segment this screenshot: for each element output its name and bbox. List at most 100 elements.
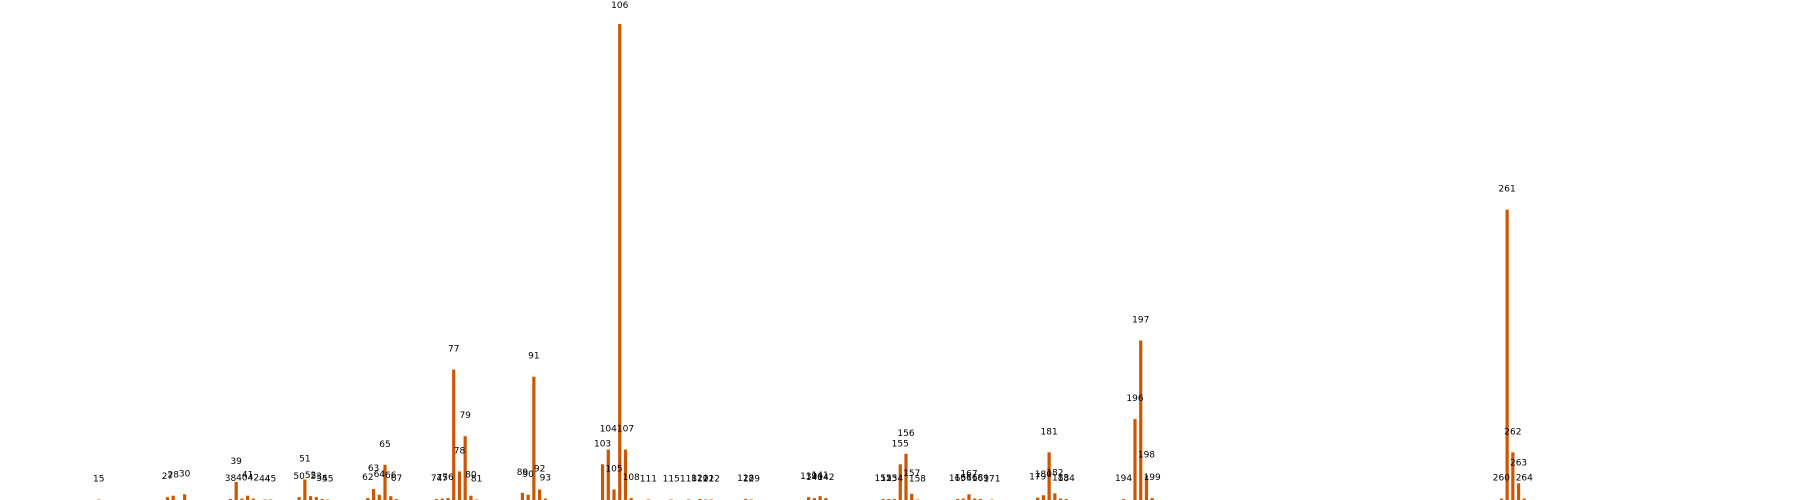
bar-93	[543, 498, 547, 500]
bar-label-105: 105	[605, 465, 622, 475]
bar-label-55: 55	[322, 475, 333, 485]
bar-label-75: 75	[437, 474, 448, 484]
bar-66	[389, 496, 393, 500]
bar-label-89: 89	[517, 468, 529, 478]
bar-label-122: 122	[703, 475, 720, 485]
bar-89	[520, 492, 525, 500]
bar-197	[1139, 340, 1143, 500]
bar-79	[463, 436, 467, 500]
bar-label-52: 52	[305, 471, 316, 481]
bar-label-198: 198	[1138, 450, 1155, 460]
bar-label-179: 179	[1029, 473, 1046, 483]
bar-label-168: 168	[966, 474, 983, 484]
bar-263	[1516, 483, 1521, 500]
bar-label-44: 44	[259, 475, 271, 485]
bar-63	[371, 489, 376, 500]
bar-260	[1499, 498, 1503, 500]
bar-182	[1053, 493, 1057, 500]
bar-168	[973, 498, 977, 500]
bar-183	[1058, 498, 1063, 500]
bar-180	[1041, 495, 1045, 500]
bar-166	[961, 498, 965, 500]
bar-179	[1036, 497, 1040, 500]
bar-label-118: 118	[680, 475, 697, 485]
bar-label-50: 50	[293, 472, 305, 482]
bar-label-62: 62	[362, 473, 373, 483]
bar-label-80: 80	[465, 471, 477, 481]
bar-140	[812, 498, 816, 500]
bar-65	[383, 464, 387, 500]
bar-51	[303, 479, 307, 500]
bar-label-104: 104	[600, 425, 617, 435]
bar-142	[824, 498, 828, 500]
bar-78	[457, 471, 462, 500]
bar-label-45: 45	[265, 475, 276, 485]
bar-label-180: 180	[1035, 470, 1052, 480]
bar-104	[606, 449, 610, 500]
bar-181	[1047, 452, 1051, 500]
bar-label-51: 51	[299, 455, 310, 465]
bar-label-92: 92	[534, 465, 545, 475]
bar-label-181: 181	[1041, 427, 1058, 437]
bar-label-40: 40	[236, 474, 248, 484]
bar-30	[183, 494, 187, 500]
bar-label-121: 121	[697, 475, 714, 485]
bar-76	[446, 498, 450, 500]
bar-141	[818, 496, 822, 500]
bar-62	[366, 498, 370, 500]
bar-40	[240, 498, 244, 500]
bar-91	[532, 376, 536, 500]
bar-label-165: 165	[949, 474, 966, 484]
bar-label-106: 106	[611, 1, 628, 11]
bar-label-260: 260	[1493, 474, 1510, 484]
bar-label-76: 76	[442, 473, 454, 483]
bar-label-167: 167	[960, 469, 977, 479]
bar-label-90: 90	[522, 470, 534, 480]
bar-label-103: 103	[594, 439, 611, 449]
bar-label-141: 141	[812, 471, 829, 481]
bars-group	[97, 24, 1526, 500]
bar-label-67: 67	[391, 474, 402, 484]
bar-label-261: 261	[1499, 185, 1516, 195]
bar-199	[1150, 498, 1154, 500]
bar-label-197: 197	[1132, 316, 1149, 326]
bar-77	[452, 369, 456, 500]
bar-262	[1511, 452, 1515, 500]
bar-64	[377, 494, 381, 500]
bar-label-38: 38	[225, 474, 237, 484]
bar-label-264: 264	[1516, 474, 1533, 484]
bar-label-81: 81	[471, 475, 482, 485]
bar-label-155: 155	[892, 439, 909, 449]
bar-28	[171, 495, 175, 500]
bar-label-128: 128	[737, 474, 754, 484]
bar-105	[612, 489, 616, 500]
bar-label-107: 107	[617, 425, 634, 435]
bar-92	[538, 489, 542, 500]
bar-label-142: 142	[817, 473, 834, 483]
bar-label-139: 139	[800, 472, 817, 482]
bar-264	[1522, 498, 1526, 500]
bar-label-53: 53	[311, 472, 322, 482]
bar-label-182: 182	[1046, 468, 1063, 478]
bar-27	[165, 497, 170, 500]
bar-label-196: 196	[1126, 394, 1143, 404]
bar-label-39: 39	[230, 457, 242, 467]
bar-label-93: 93	[540, 474, 551, 484]
bar-label-166: 166	[955, 474, 972, 484]
bar-155	[898, 464, 902, 500]
bar-50	[297, 497, 301, 500]
bar-label-42: 42	[248, 474, 259, 484]
bar-label-154: 154	[886, 474, 903, 484]
bar-103	[600, 464, 605, 500]
bar-42	[251, 498, 255, 500]
bar-108	[629, 498, 633, 500]
bar-90	[526, 494, 530, 500]
bar-label-199: 199	[1144, 473, 1161, 483]
bar-label-157: 157	[903, 469, 920, 479]
bar-label-184: 184	[1058, 474, 1075, 484]
bar-label-65: 65	[379, 440, 390, 450]
bar-196	[1133, 419, 1137, 500]
bar-106	[618, 24, 622, 500]
